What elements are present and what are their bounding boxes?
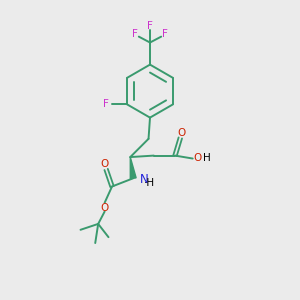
Text: ·H: ·H: [144, 178, 155, 188]
Polygon shape: [130, 157, 136, 179]
Text: F: F: [147, 21, 153, 31]
Text: F: F: [132, 29, 138, 39]
Text: O: O: [100, 203, 108, 213]
Text: O: O: [101, 159, 109, 170]
Text: H: H: [203, 153, 211, 163]
Text: F: F: [162, 29, 168, 39]
Text: F: F: [103, 99, 109, 110]
Text: N: N: [140, 173, 148, 186]
Text: O: O: [178, 128, 186, 138]
Text: O: O: [194, 153, 202, 163]
